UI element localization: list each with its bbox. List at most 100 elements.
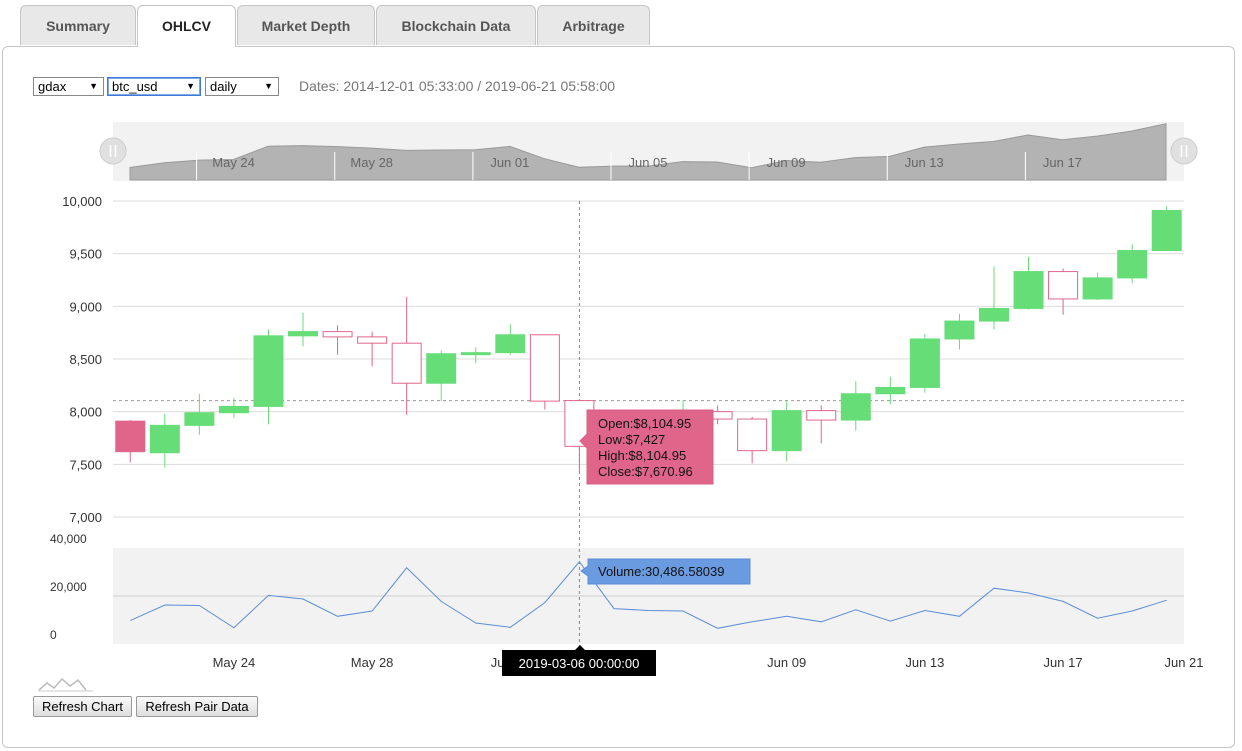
candle[interactable] — [460, 347, 491, 364]
candle-body — [115, 420, 146, 453]
candle[interactable] — [944, 313, 975, 350]
exchange-select[interactable]: gdax ▼ — [33, 77, 104, 96]
navigator-handle-right[interactable] — [1170, 137, 1198, 165]
navigator-tick-label: Jun 05 — [628, 155, 667, 170]
interval-select-value: daily — [210, 79, 237, 94]
navigator[interactable]: May 24 May 28 Jun 01 Jun 05 Jun 09 Jun 13 Jun … — [99, 122, 1198, 181]
date-tick-label: Jun 09 — [767, 655, 806, 670]
navigator-tick-label: Jun 17 — [1043, 155, 1082, 170]
pair-select[interactable]: btc_usd ▼ — [107, 77, 201, 96]
date-tick-label: Jun 17 — [1044, 655, 1083, 670]
navigator-series — [129, 123, 1167, 181]
candle-body — [149, 424, 180, 454]
tooltip-date: 2019-03-06 00:00:00 — [519, 656, 640, 671]
refresh-chart-button[interactable]: Refresh Chart — [33, 696, 132, 717]
tooltip-low: Low:$7,427 — [598, 432, 665, 447]
candle[interactable] — [495, 324, 526, 355]
candle-body — [218, 405, 249, 414]
volume-axis: 40,000 20,000 0 — [50, 532, 87, 642]
date-tick-label: May 24 — [213, 655, 256, 670]
candle-body — [944, 320, 975, 340]
candle[interactable] — [737, 416, 768, 464]
navigator-tick-label: Jun 09 — [767, 155, 806, 170]
candle[interactable] — [253, 329, 284, 425]
volume-tooltip: Volume:30,486.58039 — [580, 558, 751, 585]
candle[interactable] — [1013, 256, 1044, 310]
candle[interactable] — [1117, 244, 1148, 284]
candle[interactable] — [357, 331, 388, 367]
tab-arbitrage[interactable]: Arbitrage — [537, 5, 650, 45]
candle[interactable] — [1048, 268, 1079, 315]
candle[interactable] — [806, 405, 837, 444]
tooltip-close: Close:$7,670.96 — [598, 464, 693, 479]
candle[interactable] — [840, 381, 871, 431]
candle-body — [253, 335, 284, 407]
candle[interactable] — [184, 393, 215, 435]
candle-body — [875, 386, 906, 395]
chevron-down-icon: ▼ — [89, 81, 98, 91]
candle-body — [1082, 277, 1113, 300]
mountain-chart-icon[interactable] — [38, 677, 93, 692]
price-tick-label: 7,000 — [69, 510, 102, 525]
candle-body — [1117, 250, 1148, 279]
candle[interactable] — [322, 325, 353, 355]
candle-body — [322, 331, 353, 338]
tab-market-depth[interactable]: Market Depth — [237, 5, 375, 45]
candle-body — [184, 412, 215, 426]
candle-body — [1013, 271, 1044, 309]
price-tick-label: 9,000 — [69, 299, 102, 314]
candle-body — [909, 338, 940, 388]
price-tick-label: 10,000 — [62, 194, 102, 209]
tooltip-volume: Volume:30,486.58039 — [598, 564, 725, 579]
candle[interactable] — [426, 350, 457, 402]
price-tick-label: 8,500 — [69, 352, 102, 367]
candle-body — [1048, 271, 1079, 300]
volume-tooltip-box — [580, 558, 751, 585]
pair-select-value: btc_usd — [112, 79, 158, 94]
tab-ohlcv[interactable]: OHLCV — [137, 5, 236, 47]
price-tick-label: 7,500 — [69, 457, 102, 472]
price-axis: 10,000 9,500 9,000 8,500 8,000 7,500 7,000 — [62, 194, 102, 525]
price-tick-label: 8,000 — [69, 405, 102, 420]
date-tooltip-box — [502, 645, 656, 676]
candle[interactable] — [978, 266, 1009, 330]
candle[interactable] — [115, 420, 146, 463]
chevron-down-icon: ▼ — [264, 81, 273, 91]
candle-body — [978, 307, 1009, 322]
candle[interactable] — [149, 413, 180, 468]
navigator-handle-left[interactable] — [99, 137, 127, 165]
candle-body — [737, 418, 768, 452]
navigator-tick-label: May 28 — [350, 155, 393, 170]
candle-body — [460, 352, 491, 356]
refresh-pair-data-button[interactable]: Refresh Pair Data — [136, 696, 258, 717]
candle[interactable] — [1151, 206, 1182, 252]
date-tick-label: Jun 21 — [1164, 655, 1203, 670]
candle[interactable] — [909, 333, 940, 393]
candle[interactable] — [1082, 272, 1113, 301]
candle-body — [1151, 209, 1182, 252]
navigator-tick-label: Jun 13 — [905, 155, 944, 170]
interval-select[interactable]: daily ▼ — [205, 77, 279, 96]
tab-summary[interactable]: Summary — [20, 5, 136, 45]
date-tick-label: Jun 13 — [905, 655, 944, 670]
volume-series[interactable] — [130, 560, 1167, 629]
candle[interactable] — [875, 376, 906, 405]
candle-body — [529, 334, 560, 402]
ohlc-tooltip: Open:$8,104.95 Low:$7,427 High:$8,104.95… — [579, 409, 714, 485]
candle[interactable] — [218, 397, 249, 418]
date-tick-label: May 28 — [351, 655, 394, 670]
volume-tick-label: 0 — [50, 628, 57, 642]
candle[interactable] — [288, 312, 319, 347]
volume-tick-label: 20,000 — [50, 580, 87, 594]
dates-range-text: Dates: 2014-12-01 05:33:00 / 2019-06-21 … — [299, 78, 616, 94]
candle-body — [840, 393, 871, 421]
candle[interactable] — [529, 334, 560, 410]
tab-blockchain-data[interactable]: Blockchain Data — [376, 5, 536, 45]
candle[interactable] — [391, 296, 422, 415]
candle[interactable] — [771, 401, 802, 462]
volume-tick-label: 40,000 — [50, 532, 87, 546]
ohlc-tooltip-box — [579, 409, 714, 485]
candle-body — [806, 410, 837, 421]
